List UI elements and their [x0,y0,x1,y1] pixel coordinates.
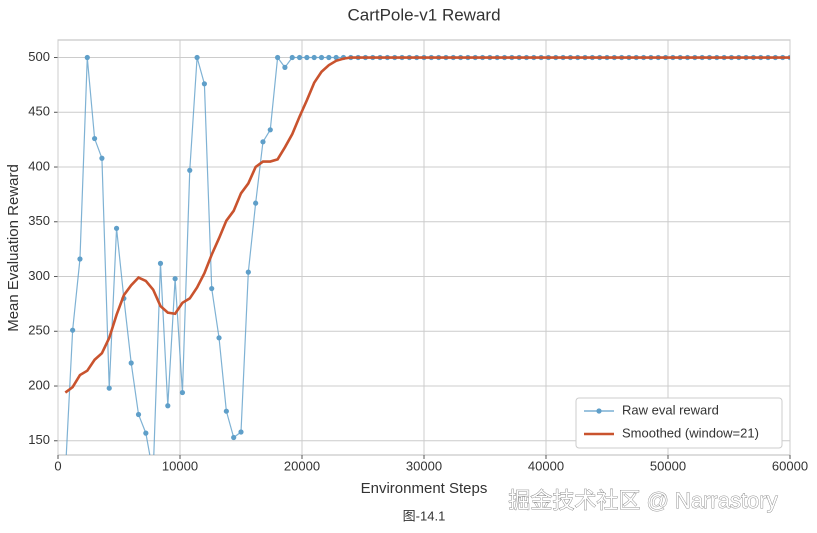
x-tick-label: 10000 [162,458,198,473]
data-point [151,471,156,476]
legend: Raw eval reward Smoothed (window=21) [575,397,783,449]
data-point [238,429,244,435]
data-point [231,434,237,441]
x-axis-label: Environment Steps [361,480,488,497]
legend-box [575,397,783,449]
data-point [84,54,90,61]
plot-content [63,54,790,476]
data-point [275,54,281,61]
data-point [128,360,134,366]
data-point [165,403,171,409]
legend-label: Smoothed (window=21) [622,425,759,440]
data-point [106,385,112,391]
x-tick-label: 0 [54,458,61,473]
data-point [194,54,200,61]
data-point [201,81,207,87]
watermark: 掘金技术社区 @ Narrastory [508,488,777,513]
data-point [333,54,339,61]
data-point [113,225,120,231]
data-point [70,327,76,333]
caption: 图-14.1 [403,508,446,523]
y-tick-label: 250 [28,323,50,338]
data-point [135,411,142,418]
data-point [223,408,229,414]
data-point [311,54,317,61]
y-tick-label: 350 [28,213,50,228]
data-point [179,389,186,396]
data-point [260,139,266,145]
data-point [253,200,259,206]
x-tick-label: 60000 [772,458,808,473]
data-point [143,430,149,436]
data-point [318,54,325,61]
data-point [245,269,251,275]
y-axis-label: Mean Evaluation Reward [5,164,22,332]
data-point [304,54,310,61]
y-tick-label: 450 [28,104,50,119]
data-point [209,285,215,292]
legend-label: Raw eval reward [622,402,719,417]
chart-title: CartPole-v1 Reward [347,5,500,24]
legend-marker [596,408,602,414]
y-tick-label: 150 [28,432,50,447]
data-point [267,127,273,133]
data-point [172,276,178,282]
data-point [157,260,164,266]
data-point [296,54,303,61]
series-line [64,56,790,394]
x-tick-label: 50000 [650,458,686,473]
data-point [187,167,193,173]
y-tick-label: 500 [28,49,50,64]
x-tick-label: 30000 [406,458,442,473]
data-point [282,64,288,70]
x-tick-label: 40000 [528,458,564,473]
data-point [99,155,105,161]
data-point [77,256,83,262]
y-tick-label: 200 [28,377,50,392]
data-point [63,471,68,476]
data-point [326,54,332,61]
y-tick-label: 300 [28,268,50,283]
data-point [92,135,98,142]
x-tick-label: 20000 [284,458,320,473]
data-point [289,54,295,61]
y-tick-label: 400 [28,158,50,173]
data-point [216,335,222,341]
